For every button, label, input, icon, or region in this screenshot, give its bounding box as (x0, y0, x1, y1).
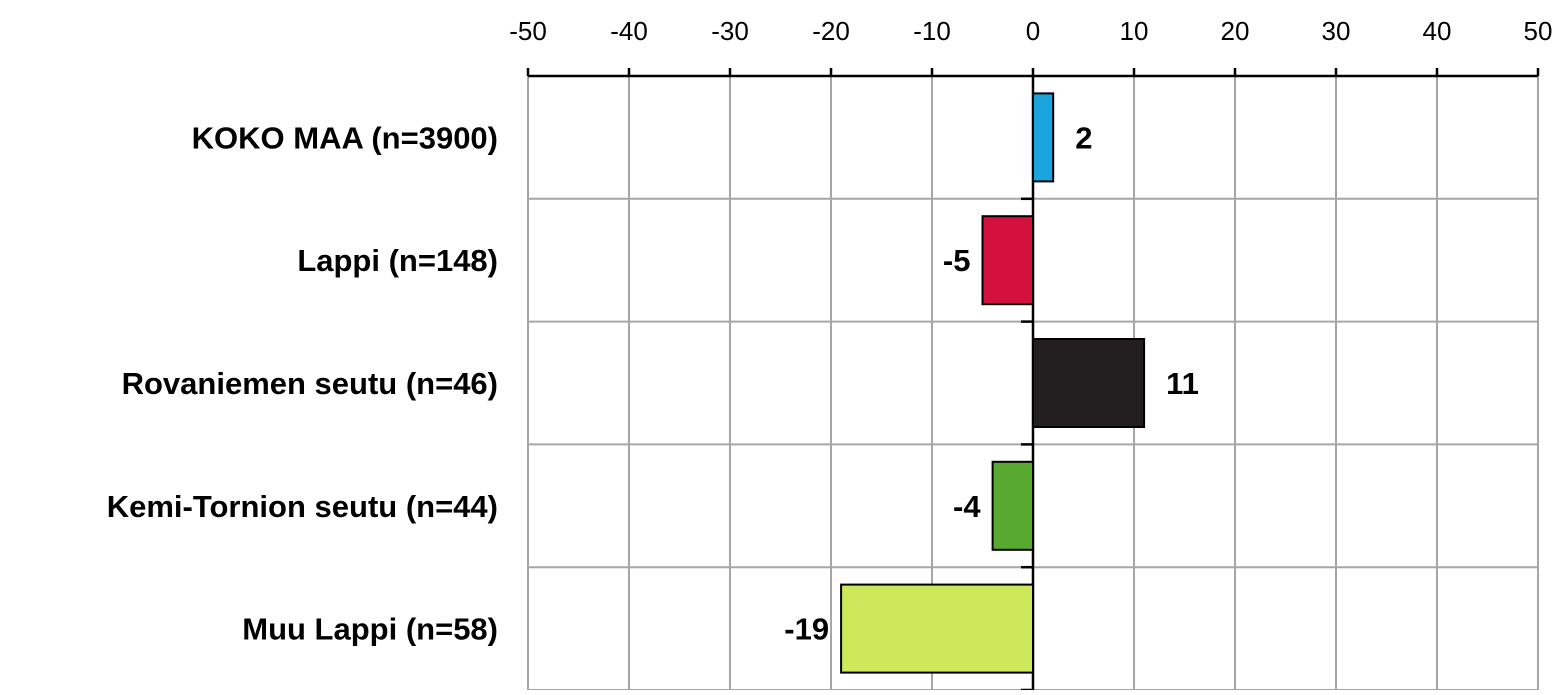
category-label: KOKO MAA (n=3900) (192, 120, 498, 155)
x-tick-label: 20 (1221, 16, 1250, 46)
x-tick-label: -10 (913, 16, 951, 46)
bar (981, 215, 1034, 306)
labels: KOKO MAA (n=3900) 2 Lappi (n=148) -5 Rovanie… (107, 120, 1199, 646)
bar (1032, 338, 1146, 428)
category-label: Muu Lappi (n=58) (242, 612, 498, 647)
x-tick-label: 30 (1322, 16, 1351, 46)
category-label: Rovaniemen seutu (n=46) (122, 366, 498, 401)
data-label: 2 (1075, 120, 1092, 155)
data-label: -19 (784, 612, 829, 647)
bar (1032, 92, 1055, 183)
x-tick-label: 40 (1423, 16, 1452, 46)
category-label: Kemi-Tornion seutu (n=44) (107, 489, 498, 524)
x-tick-label: 0 (1026, 16, 1040, 46)
x-tick-label: -50 (509, 16, 547, 46)
x-tick-label: -30 (711, 16, 749, 46)
bar (991, 460, 1034, 551)
bar (840, 583, 1034, 674)
bars (840, 92, 1146, 674)
x-tick-label: -40 (610, 16, 648, 46)
x-tick-label: 50 (1524, 16, 1553, 46)
data-label: 11 (1166, 366, 1199, 401)
data-label: -4 (953, 489, 981, 524)
x-tick-label: -20 (812, 16, 850, 46)
data-label: -5 (943, 243, 971, 278)
category-label: Lappi (n=148) (297, 243, 498, 278)
x-tick-label: 10 (1120, 16, 1149, 46)
